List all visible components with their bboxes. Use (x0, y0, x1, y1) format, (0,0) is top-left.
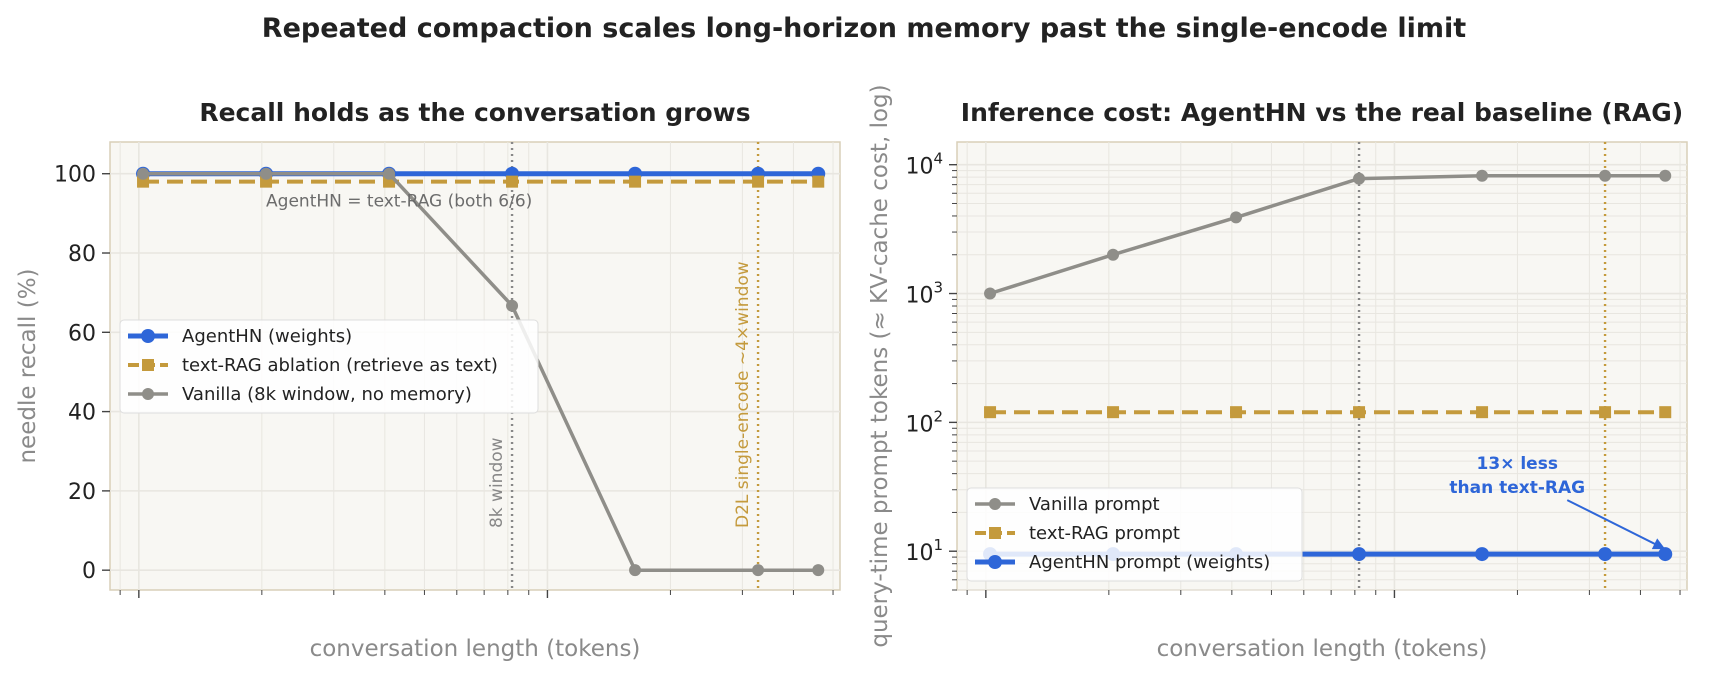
data-point-vanilla (1353, 172, 1366, 185)
legend: Vanilla prompt text-RAG prompt AgentHN pro… (966, 487, 1303, 582)
data-point-vanilla (1476, 169, 1489, 182)
y-tick-exponent: 1 (933, 536, 943, 554)
legend: AgentHN (weights) text-RAG ablation (retr… (119, 319, 539, 414)
data-point-rag (752, 175, 765, 188)
data-point-rag (1659, 406, 1672, 419)
y-tick-exponent: 3 (933, 279, 943, 297)
annotation-line-1: 13× less (1477, 454, 1558, 474)
y-tick-label: 60 (68, 321, 96, 346)
data-point-vanilla (1107, 248, 1120, 261)
data-point-vanilla (260, 167, 273, 180)
y-tick-exponent: 2 (933, 407, 943, 425)
legend-label-agenthn: AgentHN (weights) (182, 326, 352, 347)
y-tick-label: 103 (905, 279, 943, 309)
data-point-vanilla (1599, 169, 1612, 182)
legend-label-rag: text-RAG ablation (retrieve as text) (182, 355, 498, 376)
data-point-rag (1107, 406, 1120, 419)
y-axis: 0 20 40 60 80 100 (54, 163, 110, 584)
y-tick-label: 100 (54, 163, 96, 188)
data-point-rag (1230, 406, 1243, 419)
data-point-vanilla (506, 299, 519, 312)
data-point-rag (1476, 406, 1489, 419)
data-point-agenthn (1598, 547, 1613, 562)
legend-label-rag: text-RAG prompt (1029, 523, 1180, 544)
y-tick-label: 20 (68, 480, 96, 505)
data-point-agenthn (1658, 547, 1673, 562)
data-point-rag (984, 406, 997, 419)
legend-marker-agenthn (988, 555, 1002, 569)
data-point-vanilla (752, 564, 765, 577)
y-tick-label: 80 (68, 242, 96, 267)
data-point-agenthn (1475, 547, 1490, 562)
chart-panel-1: 0 20 40 60 80 100 Recall holds as the conversa… (15, 98, 841, 662)
x-axis (966, 590, 1681, 598)
y-tick-base: 10 (905, 412, 933, 437)
data-point-vanilla (383, 167, 396, 180)
legend-label-vanilla: Vanilla prompt (1029, 494, 1160, 515)
y-tick-label: 40 (68, 401, 96, 426)
data-point-vanilla (629, 564, 642, 577)
y-axis-label: needle recall (%) (15, 268, 41, 463)
data-point-rag (506, 175, 519, 188)
y-tick-label: 101 (905, 536, 943, 566)
data-point-agenthn (1352, 547, 1367, 562)
panel-title: Inference cost: AgentHN vs the real base… (961, 98, 1683, 127)
x-axis (119, 590, 834, 598)
legend-marker-agenthn (141, 329, 155, 343)
figure-suptitle: Repeated compaction scales long-horizon … (262, 13, 1466, 44)
plot-area (956, 141, 1688, 591)
annotation-line-2: than text-RAG (1449, 478, 1585, 498)
legend-box (119, 319, 539, 414)
legend-marker-vanilla (142, 388, 154, 400)
annotation-arrowhead (1651, 538, 1666, 550)
y-tick-label: 102 (905, 407, 943, 437)
series-rag (137, 175, 825, 188)
data-point-rag (1599, 406, 1612, 419)
legend-label-agenthn: AgentHN prompt (weights) (1029, 552, 1270, 573)
data-point-vanilla (1230, 211, 1243, 224)
y-tick-base: 10 (905, 284, 933, 309)
y-tick-exponent: 4 (933, 150, 943, 168)
x-axis-label: conversation length (tokens) (310, 636, 641, 662)
series-rag (984, 406, 1672, 419)
legend-box (966, 487, 1303, 582)
vline-label: 8k window (487, 437, 507, 528)
y-axis-label: query-time prompt tokens (≈ KV-cache cos… (867, 84, 893, 647)
legend-marker-rag (989, 527, 1001, 539)
y-tick-label: 104 (905, 150, 943, 180)
panel-title: Recall holds as the conversation grows (199, 98, 750, 127)
legend-marker-rag (142, 359, 154, 371)
series-vanilla (137, 167, 825, 577)
annotation-arrow (1566, 499, 1660, 547)
grid (957, 142, 1687, 591)
legend-marker-vanilla (989, 498, 1001, 510)
annotation-equal: AgentHN = text-RAG (both 6/6) (266, 192, 532, 212)
data-point-rag (1353, 406, 1366, 419)
series-vanilla (984, 169, 1672, 300)
y-tick-base: 10 (905, 541, 933, 566)
x-axis-label: conversation length (tokens) (1157, 636, 1488, 662)
data-point-rag (629, 175, 642, 188)
vline-label: D2L single-encode ~4×window (733, 261, 753, 528)
data-point-vanilla (984, 287, 997, 300)
y-tick-base: 10 (905, 155, 933, 180)
y-tick-label: 0 (82, 559, 96, 584)
data-point-vanilla (1659, 169, 1672, 182)
data-point-vanilla (812, 564, 825, 577)
data-point-rag (812, 175, 825, 188)
legend-label-vanilla: Vanilla (8k window, no memory) (182, 384, 472, 405)
data-point-vanilla (137, 167, 150, 180)
